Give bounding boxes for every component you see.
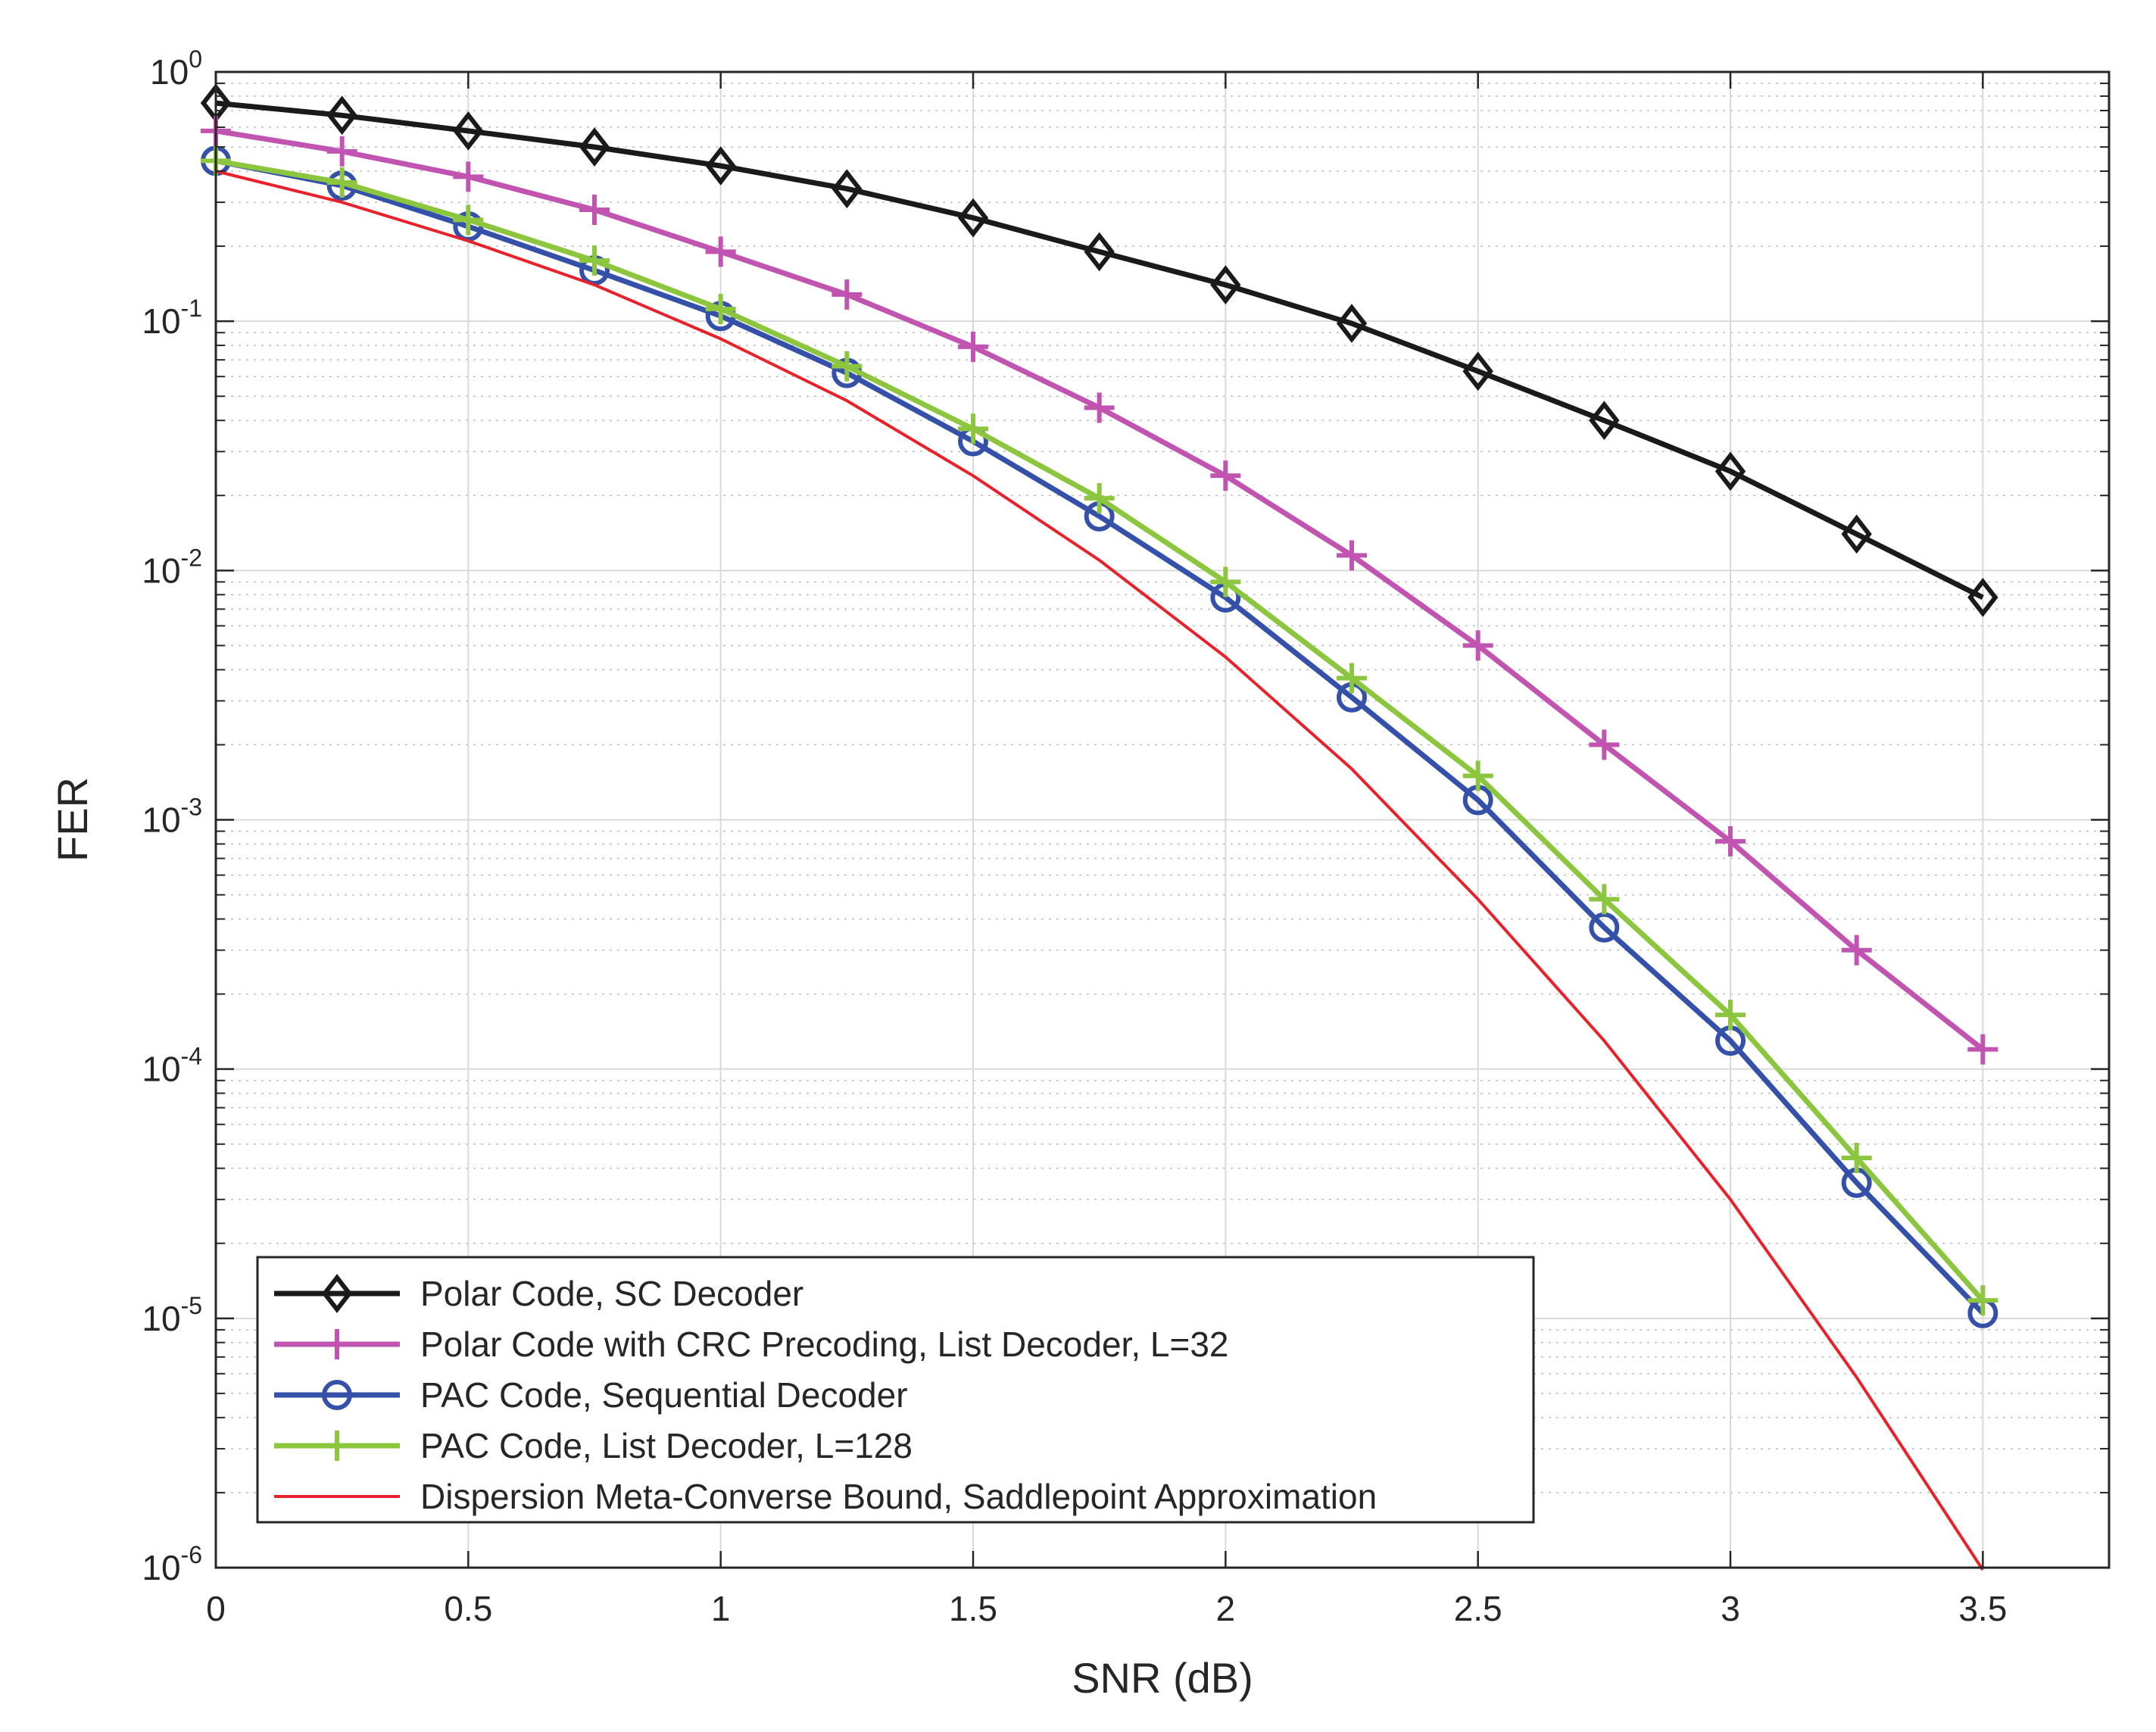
data-point [1589,729,1620,760]
data-point [1336,304,1368,343]
x-tick-label: 2 [1216,1589,1236,1628]
data-point [326,136,357,167]
data-point [1210,566,1241,598]
y-tick-label: 10-4 [142,1043,202,1089]
legend: Polar Code, SC Decoder Polar Code with CR… [256,1256,1535,1524]
x-axis-label: SNR (dB) [1072,1654,1253,1702]
data-point [1210,460,1241,492]
data-point [1589,912,1620,943]
data-point [1337,540,1367,571]
data-point [1967,577,1998,617]
legend-marker [321,1274,353,1313]
x-tick-label: 3 [1721,1589,1740,1628]
data-point [1715,451,1746,492]
series-line [215,158,1985,1315]
legend-label: Polar Code, SC Decoder [420,1274,803,1313]
series-1 [200,83,1998,617]
legend-box [256,1256,1535,1524]
data-point [1715,825,1746,857]
data-point [326,167,357,198]
data-point [958,331,988,362]
legend-label: Dispersion Meta-Converse Bound, Saddlepo… [420,1477,1377,1516]
data-point [579,245,610,276]
data-point [326,95,357,136]
data-point [705,236,736,267]
data-point [1084,482,1115,513]
data-point [1715,1000,1746,1031]
data-point [1589,884,1620,915]
data-point [579,127,610,167]
data-point [958,413,988,445]
data-point [1841,514,1872,554]
y-tick-label: 10-2 [142,544,202,590]
ticks: 0 0.5 1 1.5 2 2.5 3 3.5 100 10-1 10-2 10-3 10-4 10-5 1… [142,45,2109,1628]
series-line [215,100,1984,601]
data-point [1337,663,1367,694]
data-point [1462,630,1493,661]
data-point [1462,351,1493,392]
legend-label: PAC Code, Sequential Decoder [420,1375,908,1415]
data-point [1589,401,1620,441]
data-point [832,351,863,382]
legend-entry-4: PAC Code, List Decoder, L=128 [274,1426,913,1465]
legend-entry-2: Polar Code with CRC Precoding, List Deco… [274,1325,1229,1364]
x-tick-label: 0.5 [444,1589,492,1628]
data-point [1841,1143,1872,1174]
x-tick-label: 1 [711,1589,731,1628]
x-tick-label: 1.5 [949,1589,997,1628]
data-point [957,198,989,238]
data-point [579,194,610,225]
data-point [1084,392,1115,423]
legend-entry-5: Dispersion Meta-Converse Bound, Saddlepo… [274,1477,1377,1516]
series-layer [200,83,1998,1571]
x-tick-label: 2.5 [1454,1589,1502,1628]
y-tick-label: 10-6 [142,1541,202,1587]
series-2 [201,115,1998,1065]
series-4 [201,145,1998,1316]
y-tick-label: 10-3 [142,794,202,840]
legend-marker [322,1329,352,1359]
data-point [832,169,863,209]
legend-label: Polar Code with CRC Precoding, List Deco… [420,1325,1229,1364]
data-point [705,293,736,324]
series-5 [215,170,1984,1571]
x-tick-label: 3.5 [1958,1589,2007,1628]
data-point [1967,1034,1998,1065]
data-point [453,111,484,151]
data-point [1967,1285,1998,1316]
y-tick-label: 10-1 [142,295,202,341]
data-point [453,204,484,236]
data-point [1084,232,1115,272]
data-point [1210,265,1241,304]
data-point [453,161,484,192]
legend-entry-1: Polar Code, SC Decoder [274,1274,803,1313]
legend-marker [322,1431,352,1461]
data-point [705,146,736,186]
series-line [215,170,1984,1571]
data-point [832,279,863,310]
legend-marker [322,1380,352,1410]
data-point [1462,760,1493,791]
y-tick-label: 10-5 [142,1292,202,1338]
data-point [1841,935,1872,966]
y-axis-label: FER [48,777,96,862]
x-tick-label: 0 [206,1589,226,1628]
legend-label: PAC Code, List Decoder, L=128 [420,1426,913,1465]
legend-entry-3: PAC Code, Sequential Decoder [274,1375,908,1415]
y-tick-label: 100 [150,45,202,92]
